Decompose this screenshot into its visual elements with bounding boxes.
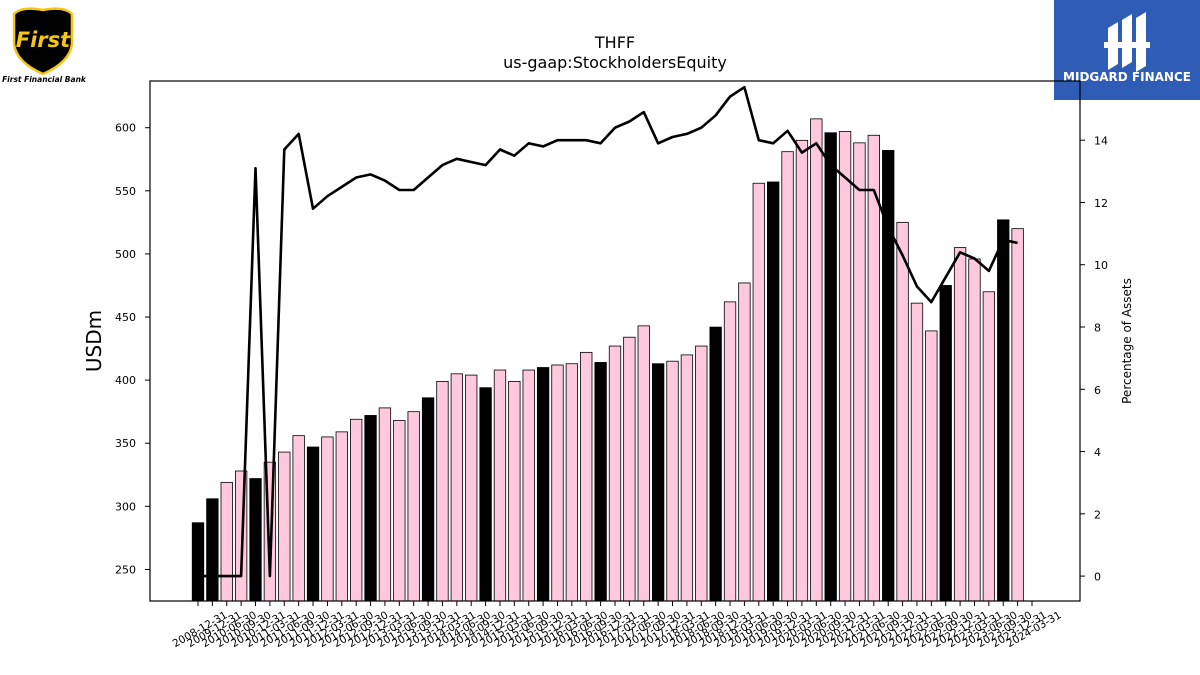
y2-tick-label: 4 xyxy=(1094,446,1101,459)
bar-2016-06-30 xyxy=(580,351,593,602)
right-axis-ticks: 0 2 4 6 8 10 12 14 xyxy=(1080,135,1108,584)
bar-2020-03-31 xyxy=(795,139,809,602)
bar-2010-03-31 xyxy=(220,481,233,602)
bar-2017-12-31 xyxy=(666,360,679,602)
first-logo-caption: First Financial Bank xyxy=(2,75,87,84)
bar-2015-03-31 xyxy=(508,380,521,602)
line-series xyxy=(198,85,1018,578)
y2-tick-label: 2 xyxy=(1094,508,1101,521)
y2-axis-label: Percentage of Assets xyxy=(1120,278,1134,404)
bar-2019-06-30 xyxy=(752,182,765,602)
bar-2020-06-30 xyxy=(810,118,823,602)
y2-tick-label: 12 xyxy=(1094,197,1108,210)
y-tick-label: 500 xyxy=(115,248,136,261)
bar-2012-09-30 xyxy=(364,415,377,602)
bar-2016-09-30 xyxy=(594,362,607,602)
first-logo-text: First xyxy=(16,28,71,52)
bar-2018-09-30 xyxy=(709,326,722,602)
bar-2020-12-31 xyxy=(838,131,852,602)
bar-2017-03-31 xyxy=(623,336,636,602)
midgard-finance-logo: MIDGARD FINANCE xyxy=(1054,0,1200,100)
bar-2022-09-30 xyxy=(939,285,952,602)
bar-2012-12-31 xyxy=(378,407,392,602)
y2-tick-label: 0 xyxy=(1094,571,1101,584)
y-axis-label: USDm xyxy=(82,310,106,372)
bar-2013-06-30 xyxy=(407,411,420,602)
first-financial-logo: First First Financial Bank xyxy=(2,7,87,84)
y-tick-label: 250 xyxy=(115,563,136,576)
left-axis-ticks: 250 300 350 400 450 500 550 600 xyxy=(115,122,150,576)
bar-2018-03-31 xyxy=(680,354,694,602)
percentage-line xyxy=(198,85,1018,578)
x-axis-ticks: 2008-12-312009-12-312010-06-302010-09-30… xyxy=(171,601,1064,650)
bar-2020-09-30 xyxy=(824,132,837,602)
y2-tick-label: 6 xyxy=(1094,384,1101,397)
bar-2012-06-30 xyxy=(350,418,363,602)
bar-2015-09-30 xyxy=(536,367,550,602)
midgard-logo-text: MIDGARD FINANCE xyxy=(1063,70,1191,84)
y-tick-label: 550 xyxy=(115,185,136,198)
bar-2008-12-31 xyxy=(191,522,205,602)
bar-2023-09-30 xyxy=(997,219,1010,602)
bar-2019-09-30 xyxy=(767,181,780,602)
bar-2018-06-30 xyxy=(695,345,708,602)
bar-2022-12-31 xyxy=(953,247,967,602)
y2-tick-label: 8 xyxy=(1094,321,1101,334)
chart-title: THFF xyxy=(594,33,635,52)
bar-2014-09-30 xyxy=(479,387,492,602)
bar-2021-12-31 xyxy=(896,221,909,602)
bar-2021-03-31 xyxy=(853,142,866,602)
bar-2016-03-31 xyxy=(565,363,579,602)
bar-2023-12-31 xyxy=(1011,228,1024,602)
bar-2016-12-31 xyxy=(608,345,622,602)
bar-2010-09-30 xyxy=(249,478,262,602)
bar-series xyxy=(191,118,1024,602)
bar-2011-12-31 xyxy=(321,436,334,602)
midgard-mark-icon xyxy=(1104,12,1150,72)
bar-2013-03-31 xyxy=(393,420,406,602)
chart-subtitle: us-gaap:StockholdersEquity xyxy=(503,53,727,72)
bar-2019-03-31 xyxy=(738,282,751,602)
bar-2022-06-30 xyxy=(925,330,938,602)
bar-2017-09-30 xyxy=(651,363,665,602)
y2-tick-label: 14 xyxy=(1094,135,1108,148)
bar-2012-03-31 xyxy=(335,431,348,602)
bar-2015-06-30 xyxy=(522,369,535,602)
bar-2014-12-31 xyxy=(493,369,507,602)
bar-2023-03-31 xyxy=(968,258,981,602)
bar-2009-12-31 xyxy=(206,498,219,602)
bar-2022-03-31 xyxy=(910,302,924,602)
y2-tick-label: 10 xyxy=(1094,259,1108,272)
bar-2017-06-30 xyxy=(637,325,650,602)
y-tick-label: 600 xyxy=(115,122,136,135)
bar-2011-06-30 xyxy=(292,435,305,602)
bar-2021-06-30 xyxy=(867,134,880,602)
bar-2011-03-31 xyxy=(278,451,291,602)
bar-2014-06-30 xyxy=(465,374,478,602)
bar-2019-12-31 xyxy=(781,151,794,602)
bar-2023-06-30 xyxy=(982,291,996,602)
y-tick-label: 400 xyxy=(115,374,136,387)
bar-2013-09-30 xyxy=(421,397,435,602)
bar-2014-03-31 xyxy=(450,373,463,602)
y-tick-label: 450 xyxy=(115,311,136,324)
bar-2011-09-30 xyxy=(306,446,320,602)
y-tick-label: 300 xyxy=(115,500,136,513)
bar-2018-12-31 xyxy=(723,301,737,602)
bar-2013-12-31 xyxy=(436,380,449,602)
bar-2015-12-31 xyxy=(551,364,564,602)
y-tick-label: 350 xyxy=(115,437,136,450)
